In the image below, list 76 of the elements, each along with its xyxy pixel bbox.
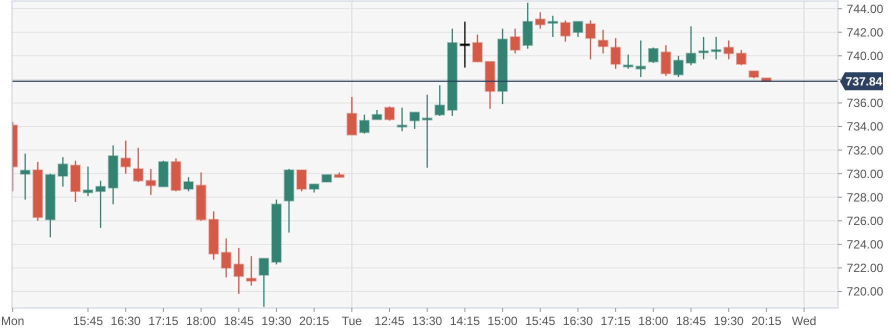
candlestick	[698, 36, 709, 60]
candlestick	[132, 147, 144, 183]
x-tick-label: 18:45	[224, 314, 254, 328]
x-tick-label: 12:45	[374, 314, 405, 328]
x-tick-label: 17:15	[148, 314, 179, 328]
candlestick	[120, 140, 131, 174]
candlestick	[384, 106, 395, 122]
candlestick	[510, 28, 520, 54]
candlestick	[359, 114, 370, 134]
candlestick	[522, 2, 533, 50]
y-tick-label: 726.00	[846, 214, 884, 228]
x-tick-label: 18:00	[186, 314, 216, 328]
x-tick-label: Mon	[0, 314, 24, 328]
candlestick	[258, 258, 270, 308]
x-tick-label: 16:30	[562, 314, 594, 328]
candlestick	[183, 176, 194, 192]
candlestick	[372, 109, 382, 120]
candlestick	[460, 20, 470, 68]
candlestick	[409, 112, 420, 130]
x-tick-label: 15:45	[525, 314, 556, 328]
x-tick-label: 20:15	[299, 314, 330, 328]
x-tick-label: Wed	[792, 314, 816, 328]
candlestick	[660, 44, 672, 76]
ref-line-label: 737.84	[846, 74, 883, 88]
candlestick	[220, 238, 232, 278]
y-tick-label: 720.00	[846, 284, 884, 299]
candlestick	[598, 29, 608, 54]
candlestick	[472, 34, 483, 62]
candlestick	[635, 40, 646, 78]
candlestick	[246, 255, 257, 286]
candlestick	[20, 152, 30, 200]
candlestick	[710, 36, 722, 60]
candlestick	[82, 166, 94, 197]
candlestick	[95, 180, 106, 229]
x-tick-label: 16:30	[110, 314, 142, 328]
x-tick-label: 13:30	[412, 314, 443, 328]
x-tick-label: 19:30	[261, 314, 292, 328]
candlestick	[534, 12, 546, 30]
candlestick	[648, 46, 659, 64]
candlestick	[686, 26, 696, 66]
candlestick	[723, 40, 734, 60]
candlestick	[146, 168, 156, 196]
x-tick-label: 17:15	[600, 314, 631, 328]
candlestick	[572, 20, 584, 38]
y-tick-label: 728.00	[846, 190, 884, 204]
candlestick	[585, 20, 596, 60]
candlestick	[422, 94, 432, 168]
y-tick-label: 736.00	[846, 96, 884, 110]
y-tick-label: 744.00	[846, 2, 884, 16]
x-tick-label: 15:45	[72, 314, 104, 328]
candlestick	[736, 49, 747, 66]
x-tick-label: 14:15	[450, 314, 480, 328]
y-tick-label: 724.00	[846, 238, 884, 252]
y-tick-label: 730.00	[846, 166, 884, 181]
candlestick	[434, 84, 446, 117]
y-tick-label: 732.00	[846, 143, 884, 158]
y-tick-label: 740.00	[846, 49, 884, 63]
candlestick	[610, 37, 621, 70]
candlestick	[622, 54, 634, 70]
y-tick-label: 722.00	[846, 261, 884, 276]
x-tick-label: 20:15	[751, 314, 782, 328]
candlestick	[548, 15, 558, 38]
x-tick-label: 15:00	[488, 314, 518, 328]
x-tick-label: 19:30	[714, 314, 744, 328]
candlestick	[396, 107, 408, 132]
candlestick	[346, 96, 358, 136]
candlestick	[233, 247, 244, 295]
candlestick	[673, 55, 684, 78]
x-tick-label: Tue	[342, 314, 362, 328]
candlestick	[58, 156, 68, 188]
candlestick	[560, 20, 571, 42]
candlestick	[296, 169, 307, 192]
x-tick-label: 18:00	[638, 314, 669, 328]
x-tick-label: 18:45	[676, 314, 706, 328]
y-tick-label: 734.00	[846, 120, 884, 134]
y-tick-label: 742.00	[846, 25, 884, 40]
